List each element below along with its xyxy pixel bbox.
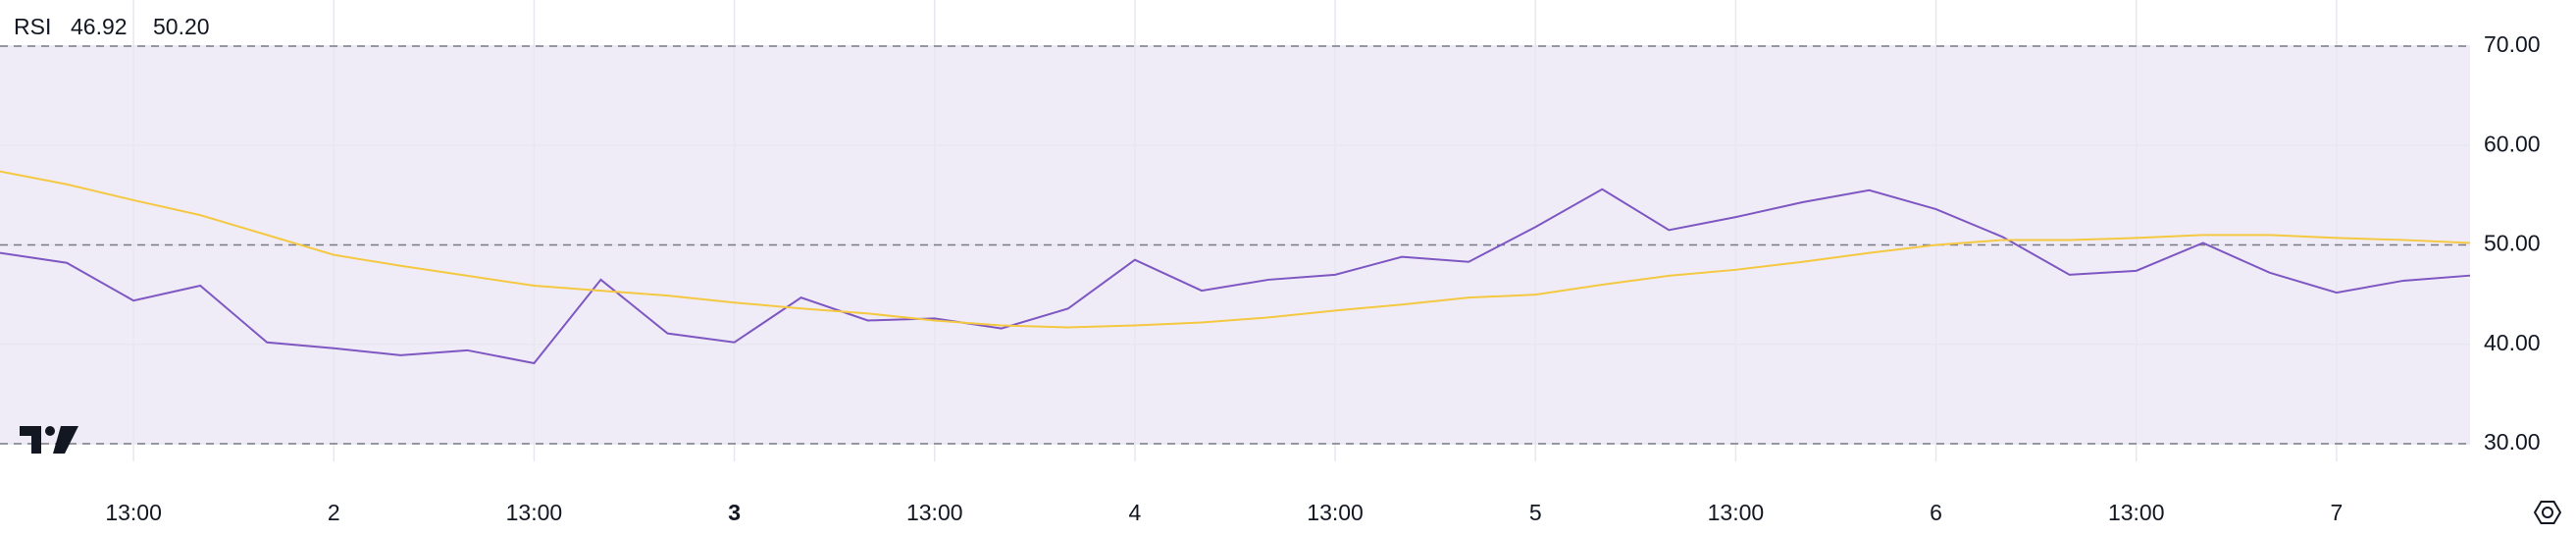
plot-area (0, 0, 2471, 461)
logo (20, 426, 78, 454)
legend-title: RSI (14, 14, 51, 39)
x-tick-label: 5 (1529, 500, 1542, 525)
legend-value: 46.92 (71, 14, 128, 39)
y-tick-label: 30.00 (2484, 429, 2541, 455)
y-tick-label: 70.00 (2484, 31, 2541, 57)
series-line (0, 170, 2471, 329)
x-tick-label: 4 (1129, 500, 1142, 525)
x-tick-label: 3 (728, 500, 741, 525)
x-tick-label: 13:00 (2108, 500, 2165, 525)
x-tick-label: 6 (1930, 500, 1942, 525)
y-tick-label: 50.00 (2484, 231, 2541, 256)
x-tick-label: 13:00 (1307, 500, 1364, 525)
series-line (0, 188, 2471, 365)
y-tick-label: 40.00 (2484, 330, 2541, 355)
x-tick-label: 13:00 (1708, 500, 1765, 525)
x-tick-label: 7 (2330, 500, 2343, 525)
legend-value: 50.20 (153, 14, 210, 39)
x-tick-label: 2 (328, 500, 340, 525)
x-tick-label: 13:00 (906, 500, 963, 525)
x-tick-label: 13:00 (506, 500, 563, 525)
y-tick-label: 60.00 (2484, 131, 2541, 156)
settings-icon[interactable] (2533, 501, 2562, 524)
x-tick-label: 13:00 (105, 500, 162, 525)
